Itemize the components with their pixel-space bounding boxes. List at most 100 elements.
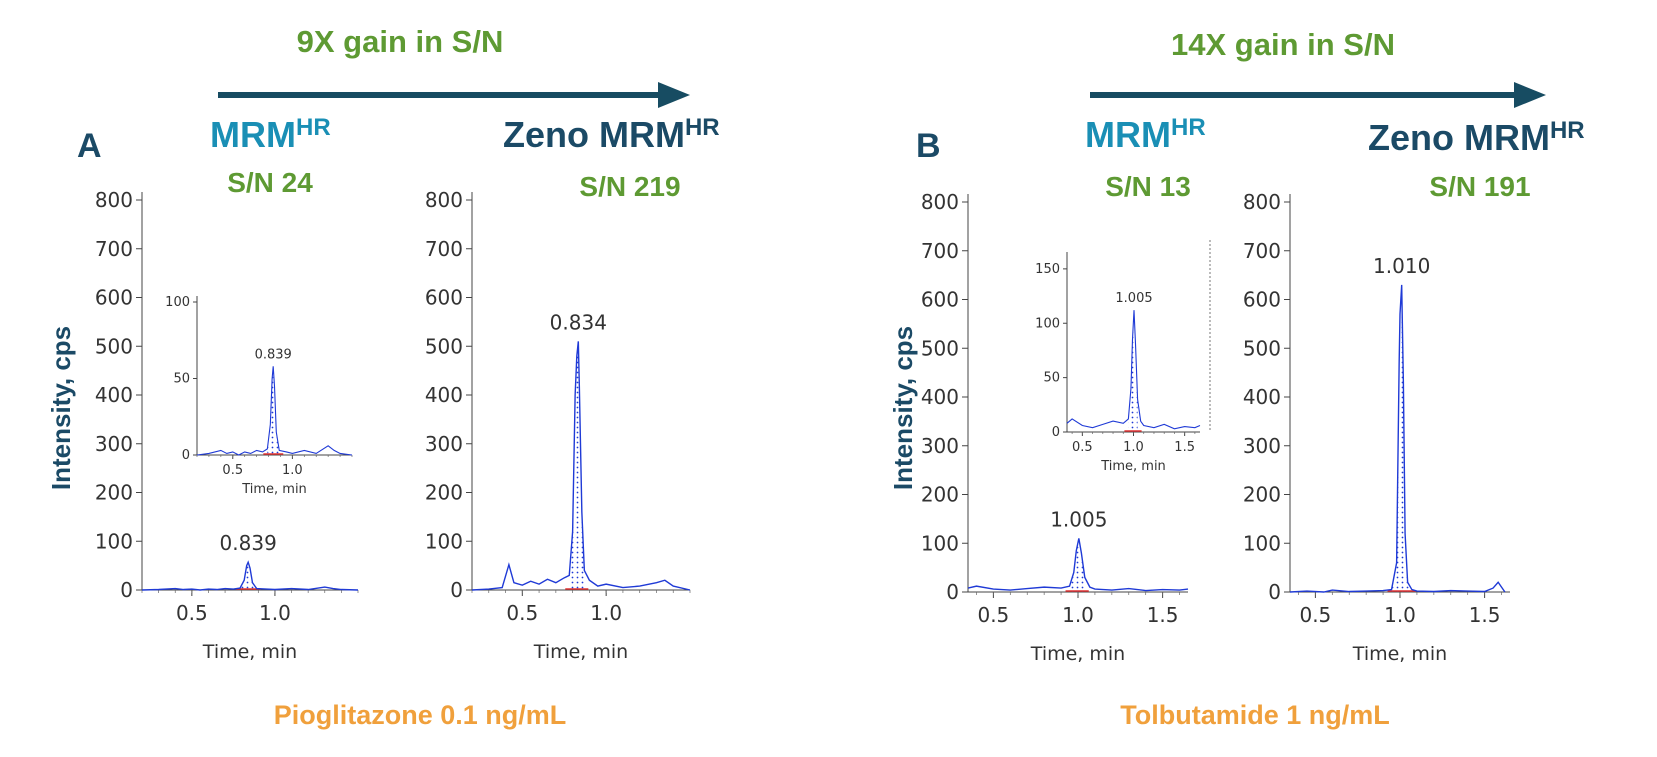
inset2-ytick-label: 50 xyxy=(1043,371,1060,386)
chart0-ytick-label: 0 xyxy=(120,578,133,602)
inset-a-mrmhr: 0 50 100 0.5 1.0 Time, min 0.839 xyxy=(165,295,353,497)
chart2-xlabel: Time, min xyxy=(1030,643,1125,665)
chart0-xlabel: Time, min xyxy=(202,641,297,663)
chart0-ytick-label: 200 xyxy=(95,481,133,505)
method-mrmhr-b: MRMHR xyxy=(1085,114,1206,155)
chart3-peak-label: 1.010 xyxy=(1373,254,1430,278)
inset2-xtick-label: 1.5 xyxy=(1174,440,1195,455)
inset0-ytick-label: 100 xyxy=(165,295,190,310)
chart2-ytick-label: 200 xyxy=(921,483,959,507)
chart0-ytick-label: 800 xyxy=(95,188,133,212)
inset0-xtick-label: 1.0 xyxy=(282,463,303,478)
arrow-left xyxy=(218,82,690,108)
chart2-trace xyxy=(967,538,1189,592)
chart2-ytick-label: 800 xyxy=(921,190,959,214)
inset0-ytick-label: 50 xyxy=(173,372,190,387)
chart2-ytick-label: 400 xyxy=(921,385,959,409)
chart3-xtick-label: 1.5 xyxy=(1469,603,1501,627)
chart0-xtick-label: 1.0 xyxy=(259,601,291,625)
inset2-xtick-label: 0.5 xyxy=(1072,440,1093,455)
chart3-ytick-label: 500 xyxy=(1243,336,1281,360)
chart1-ytick-label: 500 xyxy=(425,334,463,358)
chart2-ytick-label: 0 xyxy=(946,580,959,604)
chart-a-zeno: 0 100 200 300 400 500 600 700 800 0.5 1.0 Time, min… xyxy=(425,188,691,663)
chart3-ytick-label: 700 xyxy=(1243,239,1281,263)
gain-right: 14X gain in S/N xyxy=(1171,27,1395,62)
gain-left: 9X gain in S/N xyxy=(297,24,504,59)
chart2-ytick-label: 600 xyxy=(921,288,959,312)
inset2-ytick-label: 150 xyxy=(1035,262,1060,277)
chart2-peak-label: 1.005 xyxy=(1050,507,1107,531)
chart3-ytick-label: 100 xyxy=(1243,531,1281,555)
chart3-trace xyxy=(1289,284,1506,593)
chart2-ytick-label: 100 xyxy=(921,531,959,555)
chart3-ytick-label: 0 xyxy=(1268,580,1281,604)
method-zeno-a: Zeno MRMHR xyxy=(503,114,720,155)
inset0-xtick-label: 0.5 xyxy=(222,463,243,478)
inset0-trace xyxy=(196,366,353,456)
chart1-ytick-label: 300 xyxy=(425,432,463,456)
chart1-xlabel: Time, min xyxy=(533,641,628,663)
inset2-xlabel: Time, min xyxy=(1100,459,1166,474)
sn-b-mrm: S/N 13 xyxy=(1105,171,1191,202)
inset2-trace xyxy=(1066,310,1201,430)
chart1-ytick-label: 100 xyxy=(425,529,463,553)
chart1-xtick-label: 1.0 xyxy=(590,601,622,625)
ylabel-a: Intensity, cps xyxy=(46,326,76,490)
chart1-ytick-label: 700 xyxy=(425,237,463,261)
sn-a-zeno: S/N 219 xyxy=(579,171,680,202)
chart2-xtick-label: 1.0 xyxy=(1062,603,1094,627)
chart3-xlabel: Time, min xyxy=(1352,643,1447,665)
compound-left: Pioglitazone 0.1 ng/mL xyxy=(274,700,567,730)
inset2-ytick-label: 100 xyxy=(1035,316,1060,331)
method-zeno-b: Zeno MRMHR xyxy=(1368,117,1585,158)
chart1-ytick-label: 200 xyxy=(425,481,463,505)
chart0-ytick-label: 600 xyxy=(95,286,133,310)
inset0-peak-label: 0.839 xyxy=(255,347,292,362)
sn-a-mrm: S/N 24 xyxy=(227,167,313,198)
chart0-peak-label: 0.839 xyxy=(220,531,277,555)
chart3-ytick-label: 200 xyxy=(1243,483,1281,507)
chart-b-zeno: 0 100 200 300 400 500 600 700 800 0.5 1.0 1.5 Time, … xyxy=(1243,190,1510,665)
chart2-xtick-label: 1.5 xyxy=(1147,603,1179,627)
chart0-ytick-label: 700 xyxy=(95,237,133,261)
chart-b-mrmhr: 0 100 200 300 400 500 600 700 800 0.5 1.0 1.5 Time, … xyxy=(921,190,1189,665)
chart3-xtick-label: 0.5 xyxy=(1299,603,1331,627)
chart1-xtick-label: 0.5 xyxy=(506,601,538,625)
chart0-trace xyxy=(141,560,359,591)
chart3-ytick-label: 300 xyxy=(1243,434,1281,458)
chart1-peak-label: 0.834 xyxy=(550,310,607,334)
chart3-ytick-label: 800 xyxy=(1243,190,1281,214)
chart0-ytick-label: 400 xyxy=(95,383,133,407)
chart2-ytick-label: 700 xyxy=(921,239,959,263)
chart0-ytick-label: 100 xyxy=(95,529,133,553)
chart1-trace xyxy=(471,341,691,591)
chart3-peak-area xyxy=(1391,284,1412,592)
panel-label-a: A xyxy=(77,127,102,165)
method-mrmhr-a: MRMHR xyxy=(210,114,331,155)
panel-label-b: B xyxy=(916,127,941,165)
chart1-ytick-label: 400 xyxy=(425,383,463,407)
compound-right: Tolbutamide 1 ng/mL xyxy=(1120,700,1390,730)
chart3-ytick-label: 600 xyxy=(1243,288,1281,312)
arrow-right xyxy=(1090,82,1546,108)
inset0-xlabel: Time, min xyxy=(241,482,307,497)
chart0-ytick-label: 300 xyxy=(95,432,133,456)
chart2-ytick-label: 500 xyxy=(921,336,959,360)
inset0-ytick-label: 0 xyxy=(182,448,190,463)
chart1-ytick-label: 800 xyxy=(425,188,463,212)
chart3-ytick-label: 400 xyxy=(1243,385,1281,409)
chart1-ytick-label: 0 xyxy=(450,578,463,602)
chart2-ytick-label: 300 xyxy=(921,434,959,458)
ylabel-b: Intensity, cps xyxy=(888,326,918,490)
chart3-xtick-label: 1.0 xyxy=(1384,603,1416,627)
chart0-ytick-label: 500 xyxy=(95,334,133,358)
chart0-xtick-label: 0.5 xyxy=(176,601,208,625)
inset-b-mrmhr: 0 50 100 150 0.5 1.0 1.5 Time, min 1.005 xyxy=(1035,240,1211,474)
inset2-peak-label: 1.005 xyxy=(1115,291,1152,306)
chart1-ytick-label: 600 xyxy=(425,286,463,310)
inset2-xtick-label: 1.0 xyxy=(1123,440,1144,455)
chart2-xtick-label: 0.5 xyxy=(977,603,1009,627)
